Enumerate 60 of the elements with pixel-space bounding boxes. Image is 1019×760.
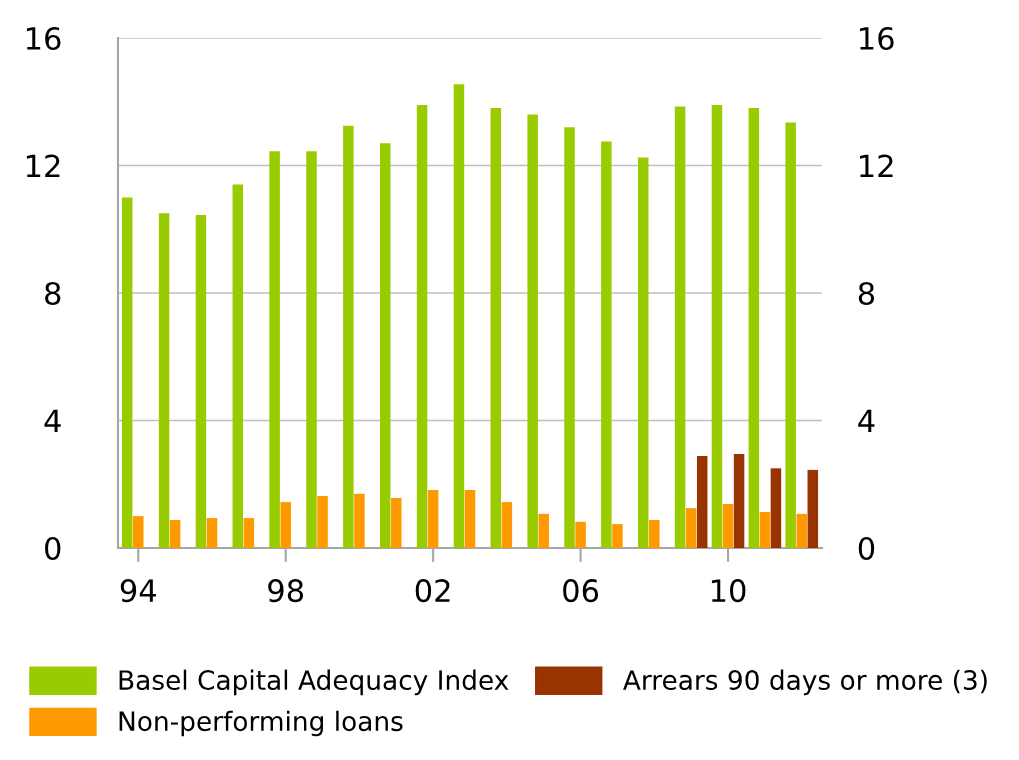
bar [317,496,328,548]
bar [649,519,660,548]
x-tick-label: 02 [415,579,450,603]
bar [343,125,354,548]
bar [243,518,255,548]
bar [232,184,244,548]
x-tick-label: 94 [120,579,156,603]
bar [158,213,170,548]
bar [733,453,745,548]
bar [674,106,686,548]
y-tick-label: 0 [45,536,61,561]
y-tick-label: 4 [44,409,61,433]
bar [759,511,771,548]
bar [637,157,649,548]
bar [685,508,697,548]
bar [612,524,623,548]
bar [464,489,476,548]
legend-label: Non-performing loans [119,710,403,737]
bar [601,141,612,548]
y2-tick-label: 16 [860,26,894,51]
bar [379,143,391,548]
bar [169,519,181,548]
bar [206,518,218,548]
x-tick-label: 98 [268,579,304,603]
legend-label: Basel Capital Adequacy Index [119,669,509,696]
bar [121,197,133,548]
bar [306,151,317,548]
bar [575,521,586,548]
y-tick-label: 12 [26,154,60,178]
bar [796,513,807,548]
legend-label: Arrears 90 days or more (3) [623,669,987,696]
bar [280,502,291,548]
bar [696,455,708,548]
bar [770,468,782,548]
bar [722,504,734,548]
bar [195,214,207,548]
y2-tick-label: 12 [860,154,893,178]
bar [807,469,819,548]
bar [269,151,280,548]
bar [711,104,723,548]
bar [538,513,549,548]
bar [564,127,575,548]
x-tick-label: 10 [711,579,746,603]
y2-tick-label: 8 [858,281,875,306]
bar [391,497,402,548]
bar [427,489,439,548]
bar [354,493,365,548]
bar [416,104,428,548]
bar [133,516,144,548]
bar [748,108,760,548]
bar [785,122,796,548]
y2-tick-label: 4 [858,409,875,433]
x-tick-label: 06 [563,579,599,603]
bar [527,114,538,548]
y2-tick-label: 0 [858,536,875,561]
y-tick-label: 8 [45,281,61,306]
y-tick-label: 16 [26,26,61,51]
bar [453,84,465,548]
bar [490,108,502,548]
bar [501,502,513,548]
